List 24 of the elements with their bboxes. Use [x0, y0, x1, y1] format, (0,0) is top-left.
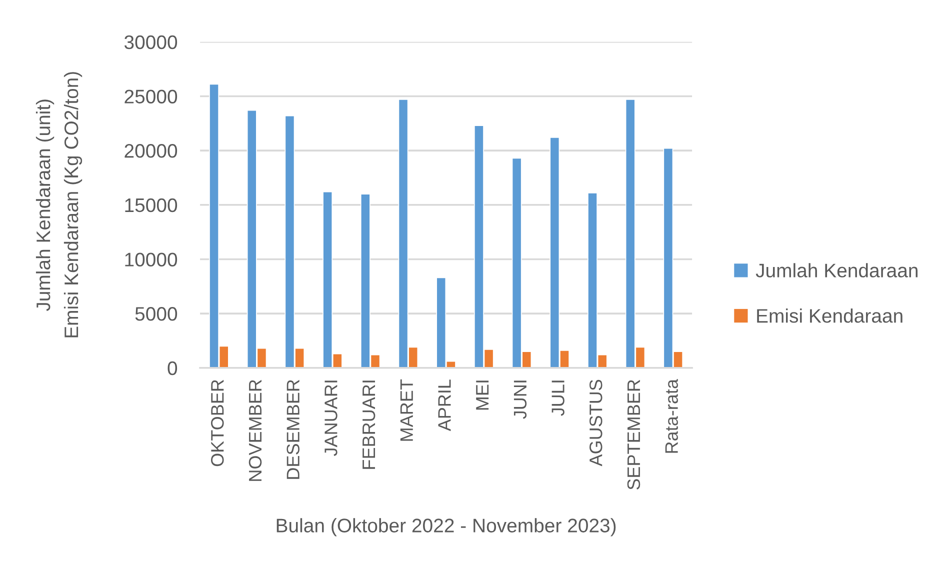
x-tick-label: NOVEMBER — [248, 380, 262, 481]
x-tick-label: AGUSTUS — [589, 380, 602, 466]
x-tick-label: APRIL — [438, 380, 451, 432]
y-tick-label: 5000 — [135, 307, 178, 321]
x-tick-label: JANUARI — [324, 380, 338, 456]
y-tick-label: 15000 — [125, 198, 178, 212]
y-tick-label: 25000 — [124, 90, 178, 104]
x-tick-label: MEI — [476, 380, 489, 410]
y-tick-label: 0 — [168, 361, 178, 376]
x-tick-label: SEPTEMBER — [627, 380, 640, 490]
y-tick-label: 20000 — [124, 144, 178, 158]
x-tick-label: DESEMBER — [286, 380, 300, 479]
x-axis-title: Bulan (Oktober 2022 - November 2023) — [276, 518, 616, 536]
x-tick-label: FEBRUARI — [362, 380, 376, 469]
legend-label: Emisi Kendaraan — [757, 308, 902, 323]
x-tick-label: OKTOBER — [211, 380, 224, 466]
x-tick-label: Rata-rata — [665, 379, 678, 453]
y-axis-title: Jumlah Kendaraan (unit) Emisi Kendaraan (Kg CO2/ton) — [36, 72, 82, 338]
x-tick-label: JULI — [552, 380, 564, 416]
x-tick-label: MARET — [400, 379, 413, 441]
y-tick-label: 10000 — [125, 252, 178, 266]
legend-label: Jumlah Kendaraan — [756, 263, 918, 278]
y-tick-label: 30000 — [124, 35, 178, 50]
x-tick-label: JUNI — [514, 380, 527, 419]
